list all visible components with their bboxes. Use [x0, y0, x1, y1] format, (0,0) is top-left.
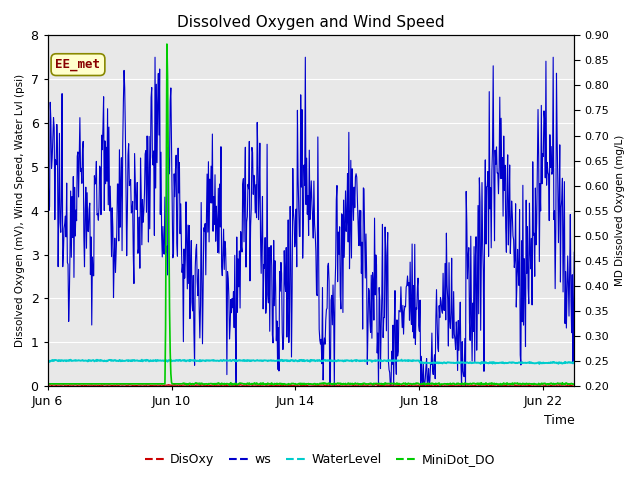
Legend: DisOxy, ws, WaterLevel, MiniDot_DO: DisOxy, ws, WaterLevel, MiniDot_DO [140, 448, 500, 471]
Text: EE_met: EE_met [56, 58, 100, 71]
Y-axis label: MD Dissolved Oxygen (mg/L): MD Dissolved Oxygen (mg/L) [615, 135, 625, 286]
X-axis label: Time: Time [543, 414, 574, 427]
Y-axis label: Dissolved Oxygen (mV), Wind Speed, Water Lvl (psi): Dissolved Oxygen (mV), Wind Speed, Water… [15, 74, 25, 347]
Title: Dissolved Oxygen and Wind Speed: Dissolved Oxygen and Wind Speed [177, 15, 445, 30]
